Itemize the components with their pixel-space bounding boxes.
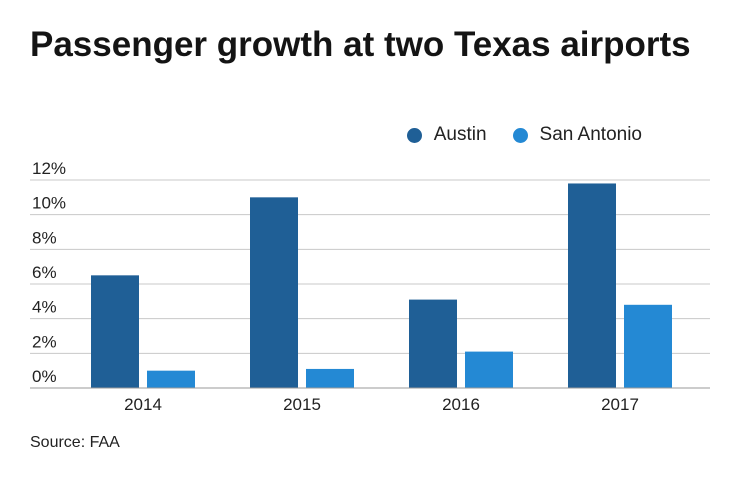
y-tick-label: 10%: [32, 194, 66, 213]
legend-item-san-antonio: San Antonio: [512, 124, 642, 146]
y-tick-label: 2%: [32, 332, 57, 351]
legend-label-austin: Austin: [433, 124, 487, 145]
bar-san-antonio-2017: [624, 304, 672, 388]
bar-san-antonio-2016: [465, 351, 513, 388]
legend-swatch-san-antonio: [512, 127, 528, 143]
y-tick-label: 6%: [32, 263, 57, 282]
legend-swatch-austin: [406, 127, 422, 143]
legend-item-austin: Austin: [406, 124, 487, 146]
y-tick-label: 8%: [32, 228, 57, 247]
y-tick-label: 4%: [32, 298, 57, 317]
bar-san-antonio-2015: [306, 368, 354, 388]
bar-austin-2017: [568, 183, 616, 388]
legend-label-san-antonio: San Antonio: [539, 124, 642, 145]
y-tick-label: 0%: [32, 367, 57, 386]
x-tick-label: 2014: [124, 395, 162, 414]
chart-title: Passenger growth at two Texas airports: [30, 25, 691, 64]
bar-austin-2015: [250, 197, 298, 388]
x-tick-label: 2015: [283, 395, 321, 414]
bar-austin-2016: [409, 299, 457, 388]
x-tick-label: 2017: [601, 395, 639, 414]
bar-austin-2014: [91, 275, 139, 388]
legend: Austin San Antonio: [381, 124, 642, 146]
source-note: Source: FAA: [30, 434, 120, 451]
y-tick-label: 12%: [32, 159, 66, 178]
bar-san-antonio-2014: [147, 370, 195, 388]
x-tick-label: 2016: [442, 395, 480, 414]
